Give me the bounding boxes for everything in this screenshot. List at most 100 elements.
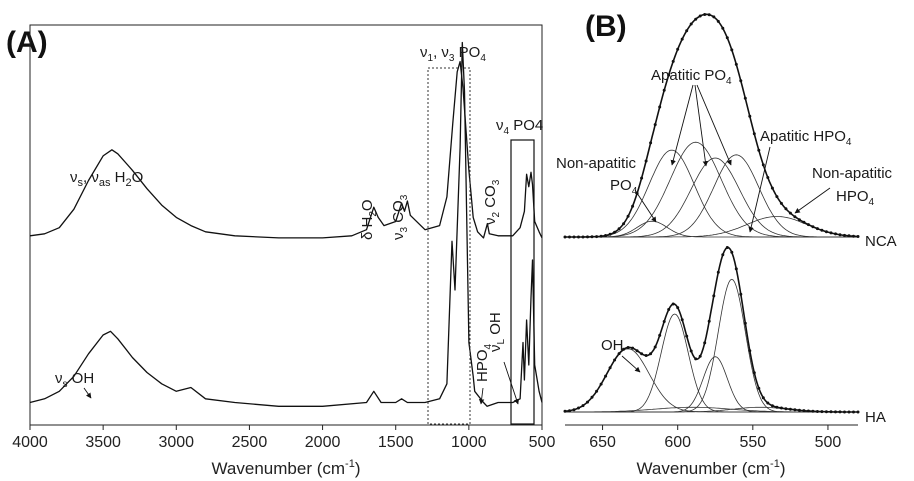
data-point-ha [631, 346, 635, 350]
data-point-ha [806, 409, 810, 413]
data-point-ha [725, 246, 729, 249]
envelope-ha [564, 246, 858, 413]
data-point-ha [622, 347, 626, 351]
panel-a-x-tick-label: 500 [529, 434, 556, 451]
libration-oh-arrow [503, 361, 520, 405]
data-point-nca [743, 96, 747, 100]
data-point-ha [797, 408, 801, 412]
annotation-v3-co3: ν3 CO3 [390, 194, 410, 240]
data-point-ha [568, 409, 571, 413]
data-point-nca [586, 235, 589, 239]
data-point-nca [721, 26, 725, 30]
data-point-ha [856, 410, 860, 414]
data-point-nca [775, 195, 779, 199]
data-point-nca [757, 148, 761, 152]
data-point-nca [797, 218, 801, 222]
data-point-ha [716, 270, 720, 274]
annotation-delta-h2o: δ H2O [359, 199, 379, 240]
hpo4-arrow [478, 387, 485, 405]
data-point-ha [748, 349, 752, 353]
panel-b-x-axis-label: Wavenumber (cm-1) [637, 458, 786, 478]
annotation-apatitic-po4: Apatitic PO4 [651, 67, 732, 87]
data-point-ha [572, 408, 576, 412]
data-point-ha [834, 410, 837, 414]
data-point-nca [815, 227, 819, 231]
data-point-ha [644, 354, 648, 357]
data-point-ha [721, 253, 725, 257]
annotation-hpo4: HPO4 [474, 343, 494, 382]
panel-a-x-tick-label: 3000 [158, 434, 194, 451]
data-point-nca [716, 19, 720, 23]
data-point-nca [824, 230, 828, 234]
series-label-ha: HA [865, 409, 886, 426]
annotation-non-apatitic-po4-line1: Non-apatitic [556, 155, 637, 172]
data-point-nca [725, 36, 729, 40]
data-point-nca [843, 233, 846, 237]
panel-a-spectrum-lower [29, 41, 543, 407]
panel-a-x-tick-label: 1500 [378, 434, 414, 451]
non-apatitic-hpo4-arrow [794, 187, 831, 214]
data-point-ha [640, 352, 644, 356]
data-point-nca [806, 223, 810, 227]
data-point-ha [752, 371, 756, 375]
data-point-nca [563, 235, 567, 239]
data-point-nca [608, 232, 612, 236]
data-point-nca [599, 234, 603, 238]
v4-po4-region-box [510, 139, 535, 425]
data-point-ha [739, 292, 743, 296]
data-point-nca [852, 234, 855, 238]
data-point-ha [802, 409, 806, 413]
data-point-ha [626, 346, 630, 349]
data-point-nca [766, 176, 770, 179]
data-point-nca [838, 233, 842, 237]
data-point-ha [761, 396, 765, 400]
data-point-ha [852, 410, 855, 414]
data-point-ha [779, 406, 783, 410]
panel-a-x-axis-label: Wavenumber (cm-1) [212, 458, 361, 478]
data-point-nca [676, 47, 680, 51]
data-point-nca [617, 227, 621, 231]
panel-b-x-tick-label: 550 [739, 434, 766, 451]
envelope-nca [565, 13, 859, 238]
data-point-ha [698, 354, 702, 358]
panel-b-label: (B) [585, 10, 627, 43]
non-apatitic-po4-arrow [634, 189, 657, 223]
data-point-nca [689, 22, 693, 26]
data-point-ha [712, 294, 716, 298]
data-point-nca [698, 14, 702, 18]
data-point-nca [649, 141, 653, 145]
data-point-ha [667, 308, 671, 311]
panel-a-plot-frame [29, 24, 543, 426]
panel-b-chart: 650 600 550 500 Wavenumber (cm-1) NCA HA Ap… [556, 13, 897, 478]
data-point-nca [595, 235, 599, 239]
data-point-ha [617, 352, 621, 356]
annotation-v1-v3-po4: ν1, ν3 PO4 [420, 44, 486, 64]
panel-a-x-tick-label: 4000 [12, 434, 48, 451]
data-point-ha [662, 320, 666, 323]
component-band-ha-602 [565, 313, 858, 413]
data-point-nca [613, 230, 617, 234]
panel-a-x-tick-label: 2500 [232, 434, 268, 451]
data-point-ha [685, 334, 689, 338]
data-point-nca [761, 163, 765, 167]
data-point-nca [779, 201, 783, 205]
data-point-nca [653, 123, 657, 127]
data-point-nca [829, 231, 833, 235]
data-point-nca [784, 207, 788, 211]
panel-b-x-tick-label: 650 [589, 434, 616, 451]
annotation-libration-oh: νL OH [487, 312, 507, 352]
data-point-ha [843, 410, 846, 414]
data-point-nca [604, 234, 608, 237]
annotation-v4-po4: ν4 PO4 [496, 117, 543, 137]
data-point-ha [586, 400, 589, 404]
data-point-nca [640, 176, 644, 180]
data-point-nca [577, 235, 580, 239]
panel-a-chart: 4000 3500 3000 2500 2000 1500 1000 500 Wavenumb… [12, 24, 556, 478]
data-point-nca [770, 186, 774, 190]
data-point-nca [703, 13, 707, 16]
data-point-ha [766, 401, 770, 405]
data-point-nca [811, 225, 815, 229]
annotation-non-apatitic-po4-line2: PO4 [610, 177, 638, 197]
apatitic-po4-arrow-1 [670, 84, 694, 166]
data-point-nca [568, 235, 571, 239]
